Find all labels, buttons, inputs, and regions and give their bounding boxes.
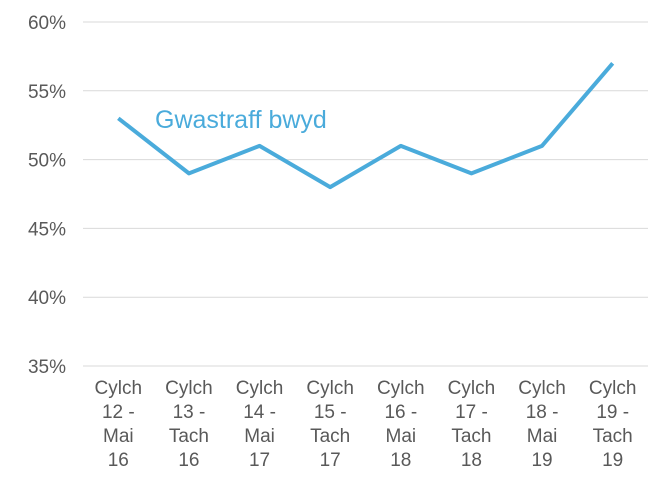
line-series: [117, 61, 615, 190]
y-tick-label: 40%: [28, 288, 66, 309]
x-tick-label: Cylch 17 - Tach 18: [447, 378, 496, 471]
y-tick-label: 50%: [28, 151, 66, 172]
y-tick-label: 45%: [28, 219, 66, 240]
series-label: Gwastraff bwyd: [155, 106, 327, 134]
x-tick-label: Cylch 19 - Tach 19: [588, 378, 637, 471]
x-tick-label: Cylch 13 - Tach 16: [165, 378, 213, 471]
y-tick-label: 60%: [28, 13, 66, 34]
y-tick-label: 55%: [28, 82, 66, 103]
x-tick-label: Cylch 15 - Tach 17: [306, 378, 354, 471]
x-tick-label: Cylch 18 - Mai 19: [518, 378, 566, 471]
x-tick-label: Cylch 14 - Mai 17: [235, 378, 284, 471]
x-tick-label: Cylch 16 - Mai 18: [377, 378, 425, 471]
x-tick-label: Cylch 12 - Mai 16: [94, 378, 143, 471]
y-tick-label: 35%: [28, 357, 66, 378]
